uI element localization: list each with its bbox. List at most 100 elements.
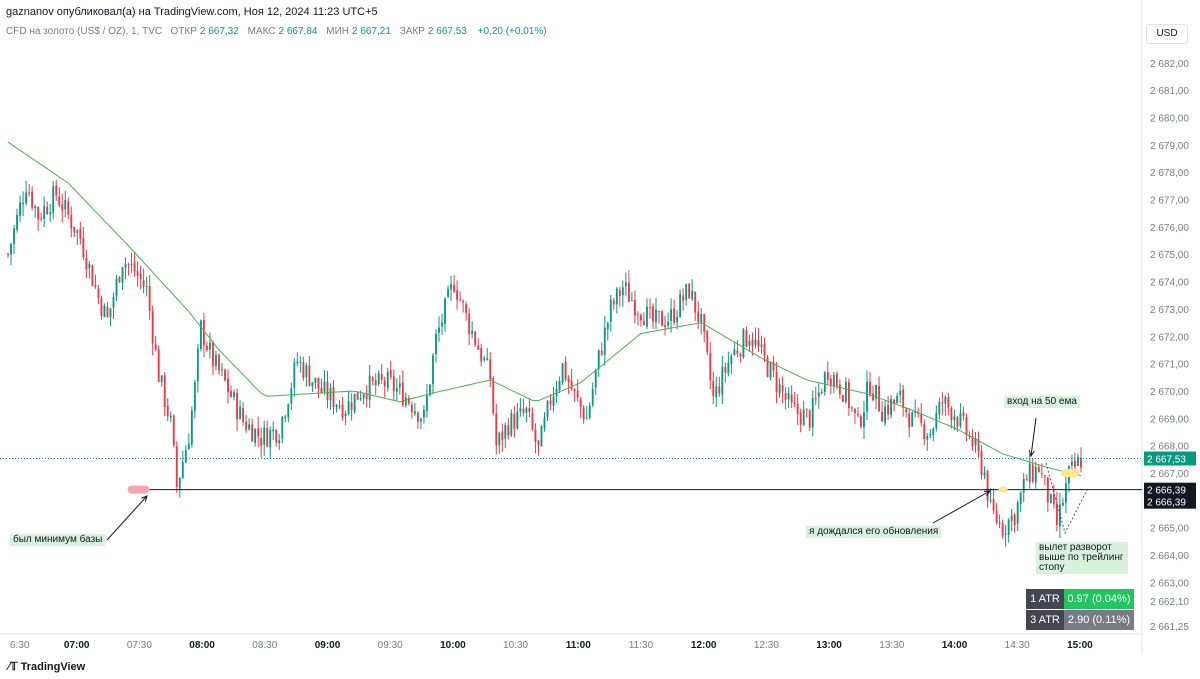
- candle-body: [875, 384, 877, 399]
- candle-body: [941, 402, 944, 404]
- candle-body: [850, 407, 853, 409]
- candle-body: [148, 286, 151, 311]
- candle-body: [1071, 461, 1073, 466]
- price-tick-label: 2 682,00: [1150, 59, 1189, 70]
- candle-body: [893, 399, 896, 404]
- candle-body: [528, 408, 531, 412]
- candle-body: [1001, 523, 1004, 537]
- price-tick-label: 2 668,00: [1150, 442, 1189, 453]
- candle-body: [335, 405, 338, 407]
- candle-body: [456, 290, 459, 300]
- candle-body: [31, 191, 34, 208]
- candle-body: [483, 358, 486, 361]
- annotation-base-low: был минимум базы: [10, 534, 106, 546]
- candle-body: [676, 316, 679, 323]
- candle-body: [212, 342, 214, 367]
- candle-body: [121, 267, 124, 283]
- annotation-exit: вылет разворот выше по трейлинг стопу: [1036, 542, 1128, 574]
- high-value: 2 667,84: [278, 26, 318, 37]
- candle-body: [633, 300, 636, 316]
- candle-body: [332, 387, 335, 408]
- candle-body: [1013, 514, 1016, 525]
- candle-body: [374, 380, 377, 386]
- candle-body: [890, 398, 893, 415]
- candle-body: [341, 404, 344, 418]
- candle-body: [1040, 473, 1043, 475]
- candle-body: [624, 282, 627, 287]
- time-tick-label: 10:30: [503, 640, 528, 651]
- annotation-waited-update: я дождался его обновления: [806, 526, 942, 538]
- candle-body: [1055, 503, 1058, 526]
- price-tick-label: 2 671,00: [1150, 360, 1189, 371]
- candle-body: [763, 343, 766, 356]
- candle-body: [311, 382, 314, 387]
- candle-body: [787, 393, 790, 400]
- candle-body: [465, 304, 468, 313]
- candle-body: [486, 358, 489, 360]
- candle-body: [896, 395, 899, 404]
- candle-body: [1007, 519, 1010, 536]
- candle-body: [887, 404, 890, 415]
- tradingview-logo[interactable]: ⁄𝕋 TradingView: [8, 660, 85, 673]
- candle-body: [847, 382, 850, 409]
- candle-body: [869, 381, 871, 395]
- candle-body: [664, 325, 666, 328]
- candle-body: [591, 388, 594, 405]
- candle-body: [962, 412, 965, 417]
- candle-body: [561, 363, 564, 383]
- candle-body: [929, 434, 932, 436]
- candle-body: [236, 392, 238, 420]
- price-tick-label: 2 672,00: [1150, 332, 1189, 343]
- candle-body: [980, 451, 983, 475]
- candle-body: [567, 378, 570, 382]
- brand-name: TradingView: [20, 661, 86, 673]
- candle-body: [513, 413, 516, 429]
- candle-body: [615, 288, 618, 305]
- candle-body: [956, 417, 959, 427]
- candle-body: [992, 499, 995, 511]
- candle-body: [251, 424, 254, 442]
- candle-body: [392, 376, 395, 392]
- candle-body: [968, 435, 971, 437]
- candle-body: [151, 311, 154, 344]
- candle-body: [938, 401, 941, 415]
- candle-body: [537, 440, 540, 446]
- base-low-marker: [127, 485, 150, 494]
- atr-1-value: 0.97 (0.04%): [1064, 589, 1134, 609]
- candle-body: [1043, 475, 1046, 477]
- candle-body: [742, 329, 745, 357]
- candle-body: [606, 322, 609, 330]
- price-tick-label: 2 681,00: [1150, 86, 1189, 97]
- time-tick-label: 6:30: [10, 640, 30, 651]
- candle-body: [91, 265, 94, 287]
- time-tick-label: 12:30: [754, 640, 779, 651]
- candle-body: [160, 375, 163, 382]
- level-price-label: 2 666,39: [1147, 498, 1186, 509]
- candle-body: [823, 372, 826, 393]
- candle-body: [775, 371, 778, 392]
- candle-body: [1031, 464, 1034, 482]
- currency-button[interactable]: USD: [1146, 24, 1188, 44]
- candle-body: [923, 424, 926, 440]
- candle-body: [52, 186, 55, 214]
- price-tick-label: 2 678,00: [1150, 168, 1189, 179]
- candle-body: [193, 382, 196, 411]
- candle-body: [808, 410, 811, 428]
- low-label: МИН: [326, 26, 349, 37]
- candle-body: [169, 415, 172, 418]
- candle-body: [932, 428, 935, 436]
- price-tick-label: 2 664,00: [1150, 551, 1189, 562]
- candle-body: [371, 377, 374, 382]
- candle-body: [49, 212, 52, 215]
- candle-body: [814, 397, 817, 399]
- candle-body: [944, 397, 947, 404]
- candle-body: [290, 388, 293, 404]
- atr-table: 1 ATR 0.97 (0.04%) 3 ATR 2.90 (0.11%): [1026, 589, 1134, 631]
- candle-body: [383, 380, 386, 387]
- candle-body: [404, 397, 407, 406]
- candle-body: [733, 349, 736, 356]
- candle-body: [682, 295, 685, 301]
- candle-body: [103, 305, 106, 318]
- candle-body: [199, 320, 202, 349]
